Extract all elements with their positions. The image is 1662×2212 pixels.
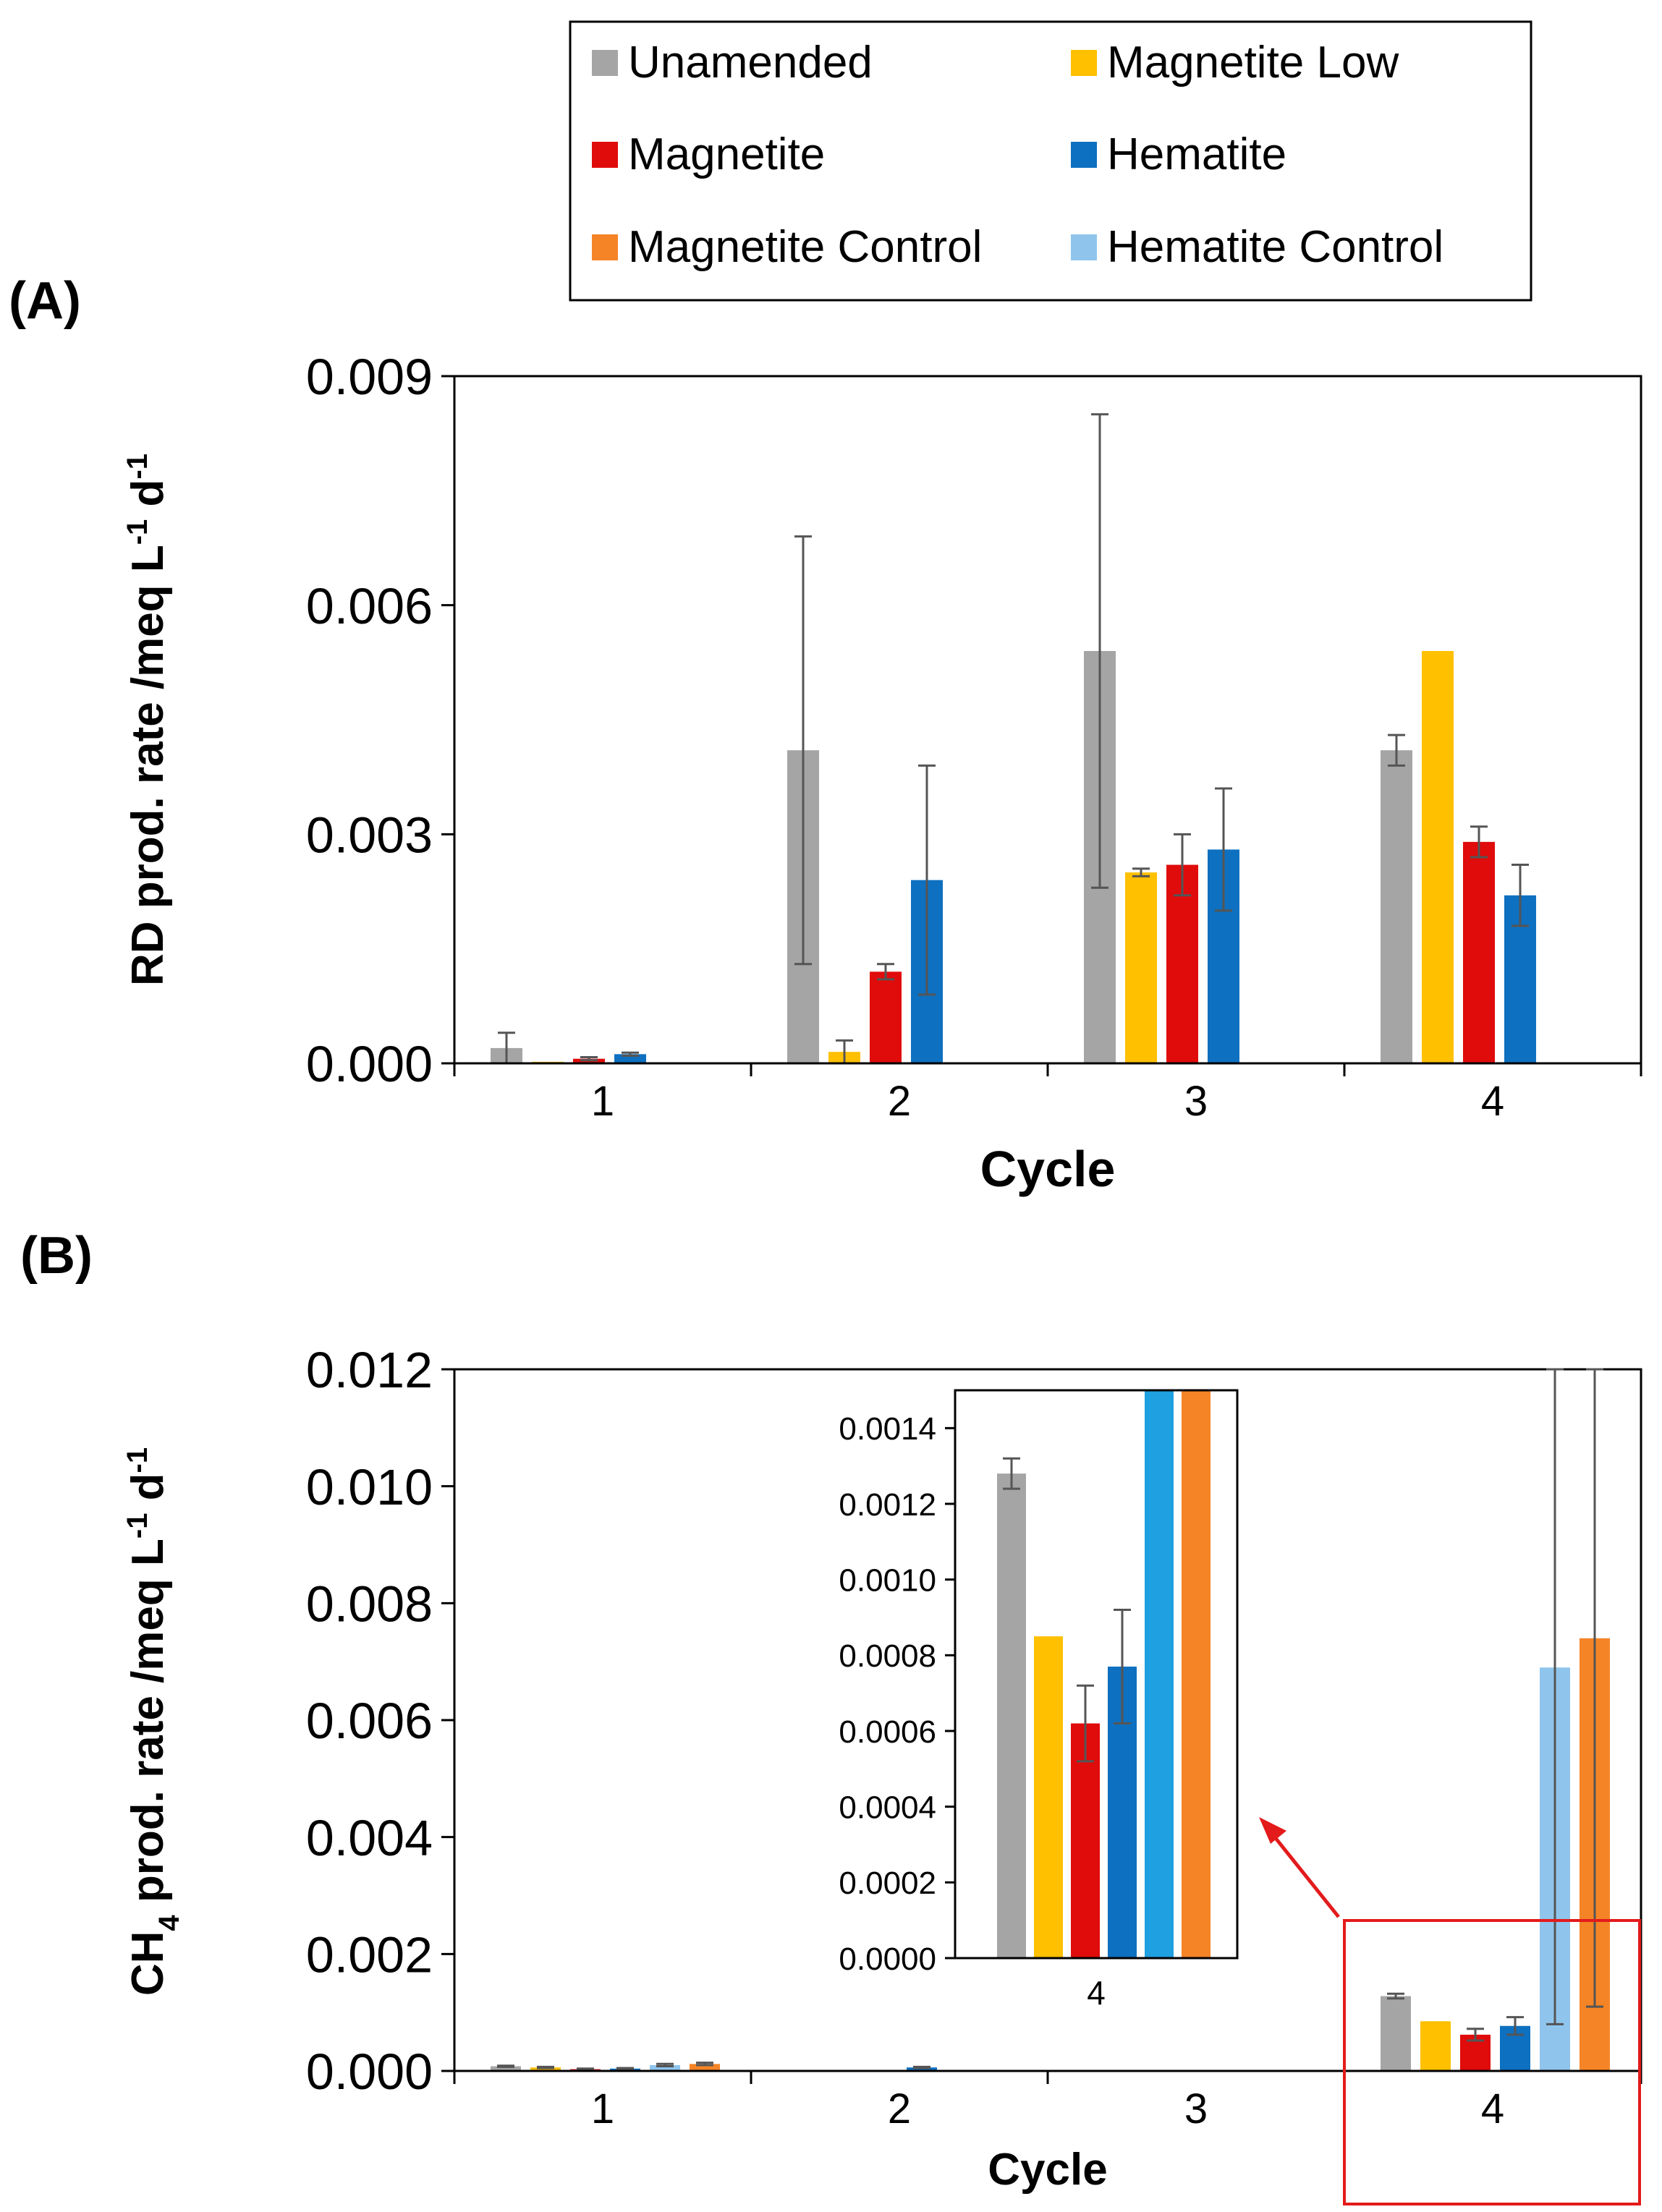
legend-swatch-magnetite bbox=[592, 142, 618, 168]
bar-hematite-control-cycle-4 bbox=[1145, 1390, 1174, 1958]
inset-bars bbox=[997, 1390, 1211, 1958]
inset-y-ticks: 0.0000 0.0002 0.0004 0.0006 0.0008 0.0010 0.00… bbox=[839, 1411, 955, 1977]
panel-b-chart: 0.000 0.002 0.004 0.006 0.008 0.010 0.012 1 2 3 4… bbox=[122, 1342, 1642, 2205]
y-tick-label: 0.000 bbox=[306, 2043, 433, 2100]
panel-a-bars bbox=[491, 413, 1536, 1065]
x-tick-label: 3 bbox=[1184, 1078, 1208, 1125]
x-tick-label: 1 bbox=[591, 1078, 614, 1125]
zoom-arrow-line bbox=[1273, 1836, 1340, 1918]
x-tick-label: 4 bbox=[1087, 1974, 1106, 2012]
bar-magnetite-low-cycle-4 bbox=[1420, 2021, 1451, 2071]
y-tick-label: 0.006 bbox=[306, 1693, 433, 1749]
x-tick-label: 4 bbox=[1481, 1078, 1504, 1125]
legend-swatch-magnetite-control bbox=[592, 234, 618, 260]
bar-magnetite-cycle-4 bbox=[1463, 841, 1495, 1063]
panel-b-y-axis-label: CH4 prod. rate /meq L-1 d-1 bbox=[122, 1447, 185, 1996]
x-tick-label: 2 bbox=[888, 1078, 911, 1125]
legend-box bbox=[569, 20, 1532, 302]
panel-b-bars bbox=[491, 1368, 1610, 2071]
y-tick-label: 0.0014 bbox=[839, 1411, 936, 1447]
y-tick-label: 0.006 bbox=[306, 578, 433, 634]
legend-label-magnetite-control: Magnetite Control bbox=[628, 222, 982, 272]
x-tick-label: 2 bbox=[888, 2085, 911, 2132]
panel-label-b: (B) bbox=[20, 1227, 93, 1285]
bar-hematite-control-cycle-1 bbox=[650, 2064, 680, 2071]
bar-unamended-cycle-4 bbox=[997, 1473, 1026, 1958]
zoom-arrow bbox=[1259, 1817, 1340, 1918]
bar-unamended-cycle-1 bbox=[491, 2066, 521, 2071]
y-tick-label: 0.004 bbox=[306, 1810, 433, 1866]
bar-magnetite-cycle-4 bbox=[1071, 1723, 1100, 1958]
panel-a-x-axis-label: Cycle bbox=[980, 1141, 1116, 1197]
legend-label-magnetite-low: Magnetite Low bbox=[1107, 38, 1399, 88]
y-tick-label: 0.0000 bbox=[839, 1941, 936, 1977]
y-tick-label: 0.012 bbox=[306, 1342, 433, 1398]
y-tick-label: 0.0012 bbox=[839, 1487, 936, 1523]
inset-chart: 0.0000 0.0002 0.0004 0.0006 0.0008 0.0010 0.00… bbox=[839, 1389, 1239, 2012]
legend-label-hematite: Hematite bbox=[1107, 129, 1286, 179]
y-tick-label: 0.010 bbox=[306, 1459, 433, 1515]
panel-a-x-ticks: 1 2 3 4 bbox=[453, 1062, 1642, 1125]
bar-magnetite-control-cycle-1 bbox=[690, 2064, 720, 2071]
y-tick-label: 0.002 bbox=[306, 1927, 433, 1983]
panel-a-y-ticks: 0.000 0.003 0.006 0.009 bbox=[306, 349, 454, 1092]
bar-magnetite-low-cycle-1 bbox=[530, 2067, 561, 2071]
y-tick-label: 0.0010 bbox=[839, 1563, 936, 1599]
legend-swatch-hematite bbox=[1071, 142, 1097, 168]
panel-label-a: (A) bbox=[9, 272, 81, 330]
panel-b-y-ticks: 0.000 0.002 0.004 0.006 0.008 0.010 0.012 bbox=[306, 1342, 454, 2100]
x-tick-label: 4 bbox=[1481, 2085, 1504, 2132]
bar-magnetite-cycle-2 bbox=[870, 971, 902, 1063]
highlight-box bbox=[1343, 1919, 1641, 2205]
y-tick-label: 0.008 bbox=[306, 1576, 433, 1633]
bar-magnetite-cycle-3 bbox=[1166, 864, 1198, 1063]
y-tick-label: 0.0004 bbox=[839, 1790, 936, 1826]
legend-swatch-magnetite-low bbox=[1071, 50, 1097, 76]
panel-a-y-axis-label: RD prod. rate /meq L-1 d-1 bbox=[122, 454, 173, 986]
legend-swatch-hematite-control bbox=[1071, 234, 1097, 260]
y-tick-label: 0.0008 bbox=[839, 1638, 936, 1674]
legend-label-magnetite: Magnetite bbox=[628, 129, 825, 179]
legend-swatch-unamended bbox=[592, 50, 618, 76]
legend-label-unamended: Unamended bbox=[628, 38, 873, 88]
bar-unamended-cycle-4 bbox=[1381, 750, 1412, 1063]
bar-hematite-cycle-2 bbox=[907, 2067, 937, 2071]
y-tick-label: 0.000 bbox=[306, 1036, 433, 1092]
panel-b-x-ticks: 1 2 3 4 bbox=[453, 2070, 1642, 2132]
legend-label-hematite-control: Hematite Control bbox=[1107, 222, 1443, 272]
y-tick-label: 0.0002 bbox=[839, 1866, 936, 1901]
legend: Unamended Magnetite Low Magnetite Hematite M… bbox=[569, 20, 1532, 302]
panel-a-chart: 0.000 0.003 0.006 0.009 1 2 3 4 Cycle RD prod.… bbox=[122, 349, 1642, 1197]
bar-magnetite-low-cycle-3 bbox=[1125, 872, 1157, 1063]
legend-items: Unamended Magnetite Low Magnetite Hematite M… bbox=[592, 38, 1443, 272]
bar-magnetite-low-cycle-4 bbox=[1422, 651, 1454, 1063]
bar-unamended-cycle-4 bbox=[1381, 1996, 1411, 2071]
x-tick-label: 3 bbox=[1184, 2085, 1208, 2132]
y-tick-label: 0.0006 bbox=[839, 1714, 936, 1750]
y-tick-label: 0.009 bbox=[306, 349, 433, 405]
x-tick-label: 1 bbox=[591, 2085, 614, 2132]
zoom-arrow-head bbox=[1259, 1817, 1286, 1844]
panel-b-x-axis-label: Cycle bbox=[988, 2145, 1107, 2195]
bar-magnetite-low-cycle-4 bbox=[1034, 1636, 1063, 1958]
bar-magnetite-control-cycle-4 bbox=[1182, 1390, 1211, 1958]
y-tick-label: 0.003 bbox=[306, 807, 433, 864]
inset-x-ticks: 4 bbox=[955, 1957, 1237, 2012]
